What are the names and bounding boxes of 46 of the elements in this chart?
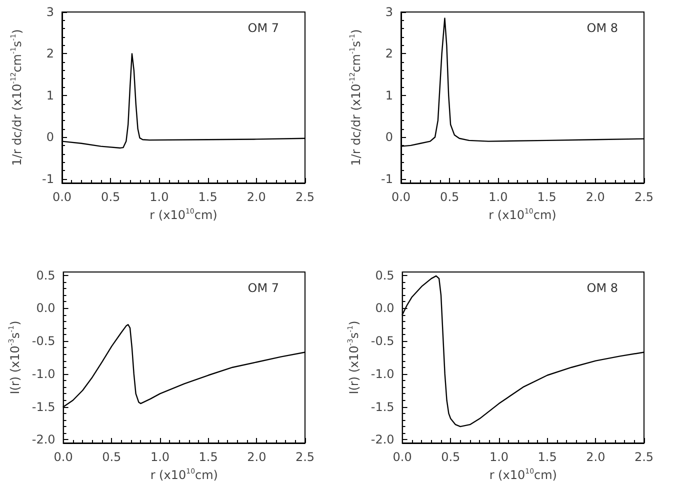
x-tick-label: 2.0 <box>247 450 266 464</box>
x-tick-label: 1.5 <box>198 190 218 204</box>
y-tick-label: 3 <box>46 5 54 19</box>
x-tick-label: 2.5 <box>634 450 654 464</box>
x-tick-label: 1.0 <box>489 450 509 464</box>
y-tick-label: 0.5 <box>375 268 394 282</box>
x-tick-label: 2.0 <box>246 190 266 204</box>
x-tick-label: 0.5 <box>102 450 122 464</box>
y-tick-label: 0 <box>46 130 54 144</box>
x-tick-label: 2.5 <box>295 450 315 464</box>
x-tick-label: 2.5 <box>295 190 315 204</box>
y-tick-label: 1 <box>385 88 393 102</box>
annotation: OM 7 <box>248 21 279 35</box>
x-tick-label: 1.5 <box>198 450 218 464</box>
x-tick-label: 1.0 <box>488 190 508 204</box>
x-tick-label: 2.0 <box>586 450 606 464</box>
x-tick-label: 0.5 <box>101 190 120 204</box>
x-tick-label: 0.5 <box>440 190 460 204</box>
y-tick-label: 0.0 <box>36 301 56 316</box>
x-tick-label: 0.5 <box>441 450 460 464</box>
x-tick-label: 2.0 <box>586 190 605 204</box>
y-tick-label: -0.5 <box>370 334 394 348</box>
y-tick-label: 2 <box>46 46 54 61</box>
y-tick-label: -2.0 <box>370 432 394 447</box>
y-tick-label: 0 <box>385 130 393 144</box>
annotation: OM 8 <box>586 21 618 35</box>
y-tick-label: -1 <box>381 172 393 186</box>
y-tick-label: -1.0 <box>370 366 394 381</box>
x-tick-label: 1.0 <box>150 450 170 464</box>
y-tick-label: -1.5 <box>32 400 56 414</box>
y-tick-label: 2 <box>385 46 393 61</box>
x-tick-label: 1.5 <box>538 450 557 464</box>
y-tick-label: -1.0 <box>32 366 56 381</box>
x-tick-label: 1.5 <box>537 190 556 204</box>
y-tick-label: 0.5 <box>36 268 56 282</box>
y-tick-label: -0.5 <box>32 334 56 348</box>
y-tick-label: 1 <box>46 88 54 102</box>
y-tick-label: -2.0 <box>32 432 56 447</box>
x-tick-label: 2.5 <box>634 190 654 204</box>
y-tick-label: 0.0 <box>375 301 394 316</box>
y-tick-label: 3 <box>385 5 393 19</box>
annotation: OM 8 <box>586 281 618 295</box>
x-tick-label: 1.0 <box>150 190 169 204</box>
annotation: OM 7 <box>248 281 279 295</box>
y-tick-label: -1 <box>42 172 54 186</box>
y-tick-label: -1.5 <box>370 400 394 414</box>
